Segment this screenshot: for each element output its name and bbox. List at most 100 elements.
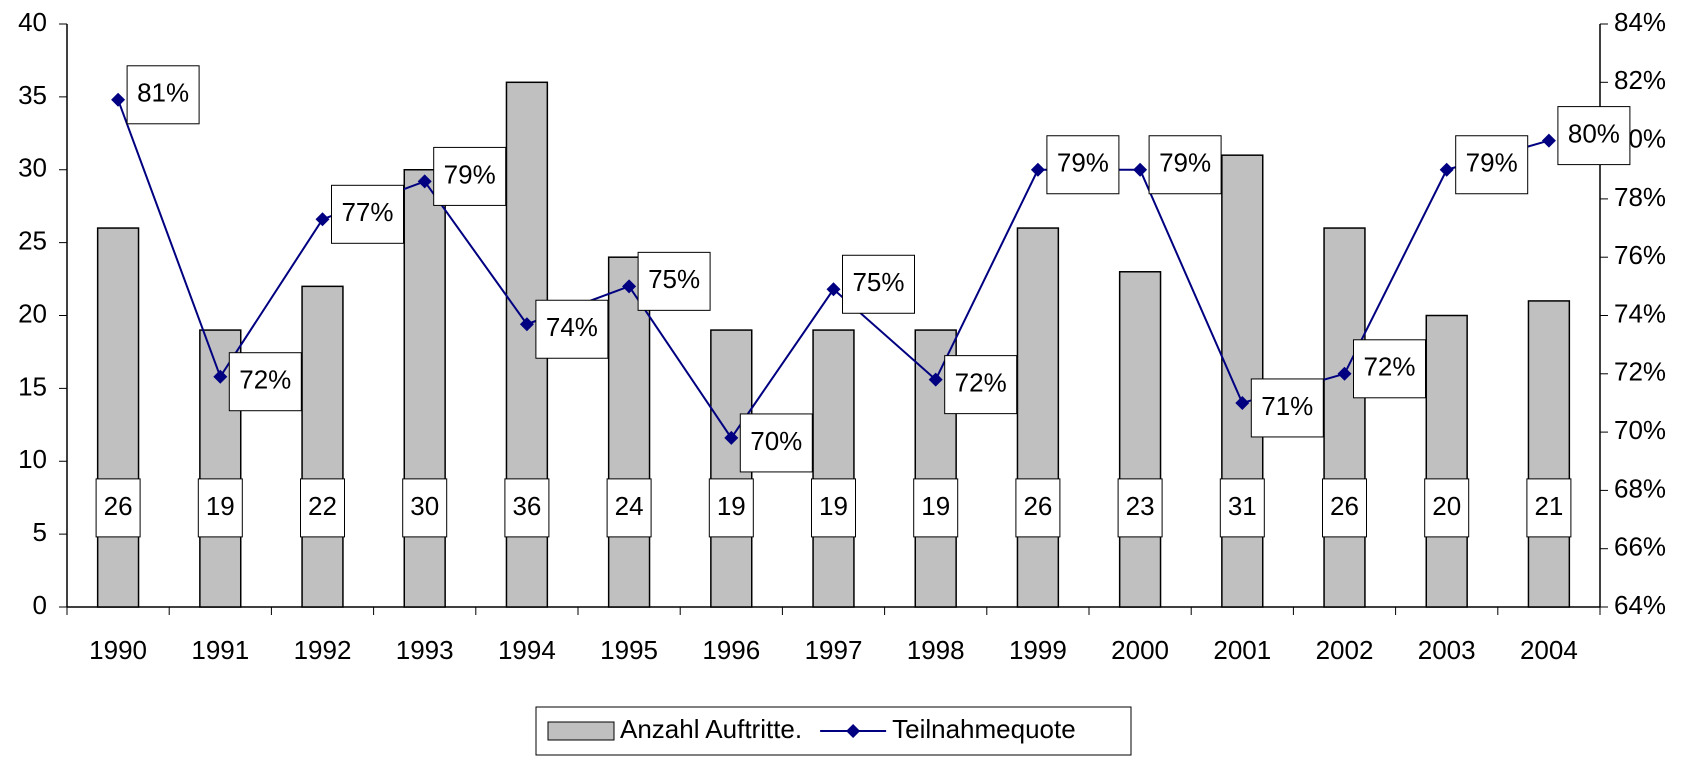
line-value-label-box: [126, 65, 200, 125]
bar: [96, 227, 140, 608]
y2-tick-label: 76%: [1614, 240, 1666, 270]
y2-tick-label: 68%: [1614, 473, 1666, 503]
bar-value-label-box: [606, 478, 652, 538]
marker: [213, 369, 228, 384]
bar-value-label: 20: [1432, 491, 1461, 521]
line-value-label-box: [1250, 378, 1324, 438]
line-value-label: 75%: [648, 264, 700, 294]
line-value-label: 75%: [852, 267, 904, 297]
y2-tick-label: 70%: [1614, 415, 1666, 445]
marker: [1541, 133, 1556, 148]
marker: [1439, 162, 1454, 177]
x-tick-label: 1997: [805, 635, 863, 665]
line-value-label-box: [842, 254, 915, 314]
bar-value-label-box: [1322, 478, 1367, 538]
line-value-label: 71%: [1261, 391, 1313, 421]
line-value-label-box: [1148, 135, 1222, 195]
y-tick-label: 25: [18, 226, 47, 256]
line-value-label: 77%: [341, 197, 393, 227]
bar-value-label: 19: [717, 491, 746, 521]
bar-value-label-box: [1526, 478, 1572, 538]
bar-value-label-box: [1424, 478, 1470, 538]
marker: [826, 282, 841, 297]
bar-value-label: 36: [512, 491, 541, 521]
line-value-label-box: [535, 299, 609, 359]
y-tick-label: 35: [18, 80, 47, 110]
bar-value-label: 19: [206, 491, 235, 521]
bar-value-label-box: [300, 478, 345, 538]
y-tick-label: 15: [18, 371, 47, 401]
bar: [1118, 271, 1162, 608]
line-value-label-box: [739, 413, 813, 473]
marker: [1133, 162, 1148, 177]
marker: [417, 174, 432, 189]
bar-value-label: 19: [819, 491, 848, 521]
bar-value-label-box: [1015, 478, 1061, 538]
bar-value-label: 26: [1023, 491, 1052, 521]
bar-value-label: 26: [104, 491, 133, 521]
bar: [1323, 227, 1366, 608]
bar-value-label: 26: [1330, 491, 1359, 521]
legend-label: Teilnahmequote: [892, 714, 1076, 744]
y-tick-label: 30: [18, 153, 47, 183]
x-tick-label: 2004: [1520, 635, 1578, 665]
line-value-label: 72%: [955, 368, 1007, 398]
line-value-label-box: [1353, 339, 1426, 399]
bar-value-label: 21: [1534, 491, 1563, 521]
y-tick-label: 0: [33, 590, 47, 620]
bar: [1425, 314, 1468, 608]
y2-tick-label: 72%: [1614, 357, 1666, 387]
x-tick-label: 2002: [1316, 635, 1374, 665]
bar-value-label-box: [913, 478, 959, 538]
y-tick-label: 40: [18, 7, 47, 37]
line-value-label-box: [433, 146, 507, 206]
y-tick-label: 5: [33, 517, 47, 547]
x-tick-label: 1992: [294, 635, 352, 665]
legend-swatch: [547, 721, 615, 741]
bar: [301, 285, 344, 608]
x-tick-label: 1996: [702, 635, 760, 665]
line-value-label: 80%: [1568, 118, 1620, 148]
bar-value-label: 24: [615, 491, 644, 521]
x-tick-label: 1991: [191, 635, 249, 665]
x-tick-label: 1995: [600, 635, 658, 665]
x-tick-label: 2003: [1418, 635, 1476, 665]
line-value-label-box: [944, 355, 1018, 415]
line-value-label: 79%: [1466, 148, 1518, 178]
legend-label: Anzahl Auftritte.: [620, 714, 802, 744]
marker: [315, 212, 330, 227]
y2-tick-label: 84%: [1614, 7, 1666, 37]
line-value-label-box: [637, 251, 711, 311]
y2-tick-label: 74%: [1614, 298, 1666, 328]
line-value-label: 70%: [750, 426, 802, 456]
bar-value-label: 19: [921, 491, 950, 521]
x-tick-label: 1994: [498, 635, 556, 665]
y-tick-label: 10: [18, 444, 47, 474]
bar-value-label: 23: [1126, 491, 1155, 521]
marker: [724, 430, 739, 445]
line-value-label-box: [331, 184, 404, 244]
y2-tick-label: 66%: [1614, 532, 1666, 562]
line-value-label: 79%: [1057, 148, 1109, 178]
x-tick-label: 1999: [1009, 635, 1067, 665]
bar-value-label: 31: [1228, 491, 1257, 521]
x-tick-label: 1998: [907, 635, 965, 665]
line-value-label-box: [1557, 106, 1631, 166]
legend-marker: [846, 724, 861, 738]
bar-value-label: 30: [410, 491, 439, 521]
bar: [403, 169, 446, 608]
bar: [812, 329, 855, 608]
line-value-label: 74%: [546, 312, 598, 342]
x-tick-label: 2000: [1111, 635, 1169, 665]
line-value-label-box: [1046, 135, 1120, 195]
y2-tick-label: 82%: [1614, 65, 1666, 95]
bar-value-label: 22: [308, 491, 337, 521]
line-value-label-box: [1455, 135, 1529, 195]
line-value-label-box: [228, 352, 302, 412]
bar-value-label-box: [402, 478, 448, 538]
marker: [519, 317, 534, 332]
x-tick-label: 1990: [89, 635, 147, 665]
line-value-label: 81%: [137, 78, 189, 108]
marker: [928, 372, 943, 387]
